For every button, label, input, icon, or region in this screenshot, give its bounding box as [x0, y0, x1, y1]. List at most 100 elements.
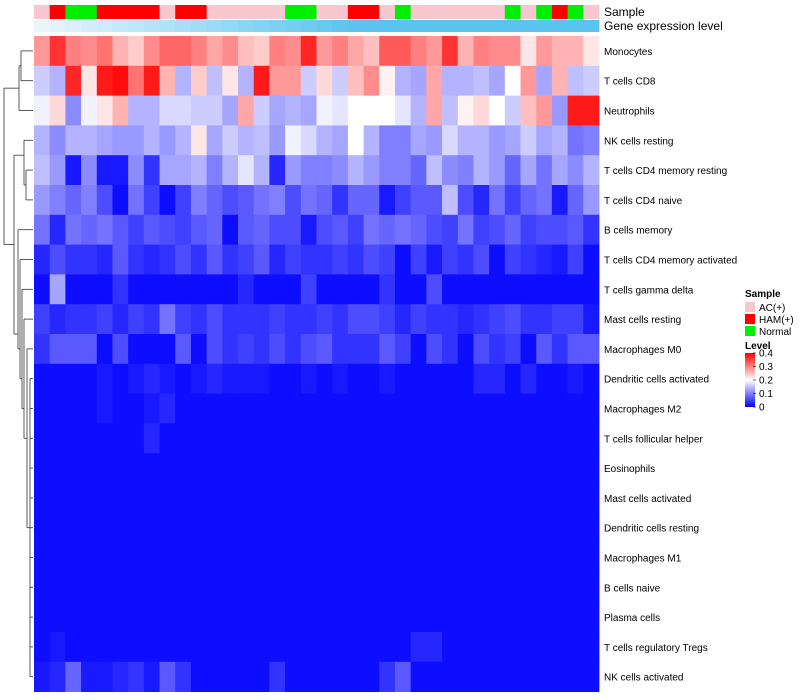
heatmap-cell: [112, 393, 129, 424]
heatmap-cell: [96, 483, 113, 514]
heatmap-cell: [489, 602, 506, 633]
heatmap-cell: [567, 602, 584, 633]
heatmap-cell: [489, 244, 506, 275]
gene-expression-annotation-cell: [34, 20, 51, 32]
heatmap-cell: [222, 393, 239, 424]
heatmap-cell: [520, 185, 537, 216]
heatmap-cell: [34, 632, 51, 663]
heatmap-cell: [536, 65, 553, 96]
heatmap-cell: [49, 304, 66, 335]
heatmap-cell: [567, 334, 584, 365]
heatmap-cell: [457, 36, 474, 67]
heatmap-cell: [489, 453, 506, 484]
heatmap-cell: [159, 602, 176, 633]
heatmap-cell: [473, 244, 490, 275]
heatmap-cell: [473, 274, 490, 305]
heatmap-cell: [34, 125, 51, 156]
heatmap-cell: [206, 36, 223, 67]
heatmap-cell: [128, 65, 145, 96]
heatmap-cell: [347, 423, 364, 454]
heatmap-cell: [504, 661, 521, 692]
heatmap-cell: [112, 572, 129, 603]
legend-level-tick-label: 0.2: [759, 376, 773, 387]
heatmap-cell: [379, 214, 396, 245]
heatmap-cell: [175, 274, 192, 305]
heatmap-cell: [34, 274, 51, 305]
heatmap-cell: [489, 125, 506, 156]
heatmap-cell: [347, 65, 364, 96]
gene-expression-annotation-cell: [489, 20, 506, 32]
heatmap-cell: [442, 423, 459, 454]
heatmap-cell: [426, 274, 443, 305]
heatmap-cell: [473, 483, 490, 514]
legend-label-ham: HAM(+): [759, 315, 794, 326]
heatmap-cell: [551, 393, 569, 424]
heatmap-cell: [190, 632, 208, 663]
heatmap-cell: [442, 483, 459, 514]
heatmap-cell: [520, 274, 537, 305]
heatmap-cell: [347, 155, 364, 186]
heatmap-cell: [190, 512, 208, 543]
heatmap-cell: [128, 304, 145, 335]
heatmap-cell: [269, 632, 286, 663]
heatmap-cell: [206, 274, 223, 305]
heatmap-cell: [426, 185, 443, 216]
heatmap-cell: [285, 244, 302, 275]
heatmap-cell: [81, 304, 98, 335]
heatmap-cell: [473, 512, 490, 543]
heatmap-cell: [583, 602, 600, 633]
heatmap-cell: [96, 214, 113, 245]
heatmap-cell: [316, 244, 333, 275]
heatmap-cell: [206, 214, 223, 245]
heatmap-cell: [49, 95, 66, 126]
heatmap-cell: [65, 393, 82, 424]
heatmap-cell: [238, 95, 255, 126]
heatmap-cell: [363, 155, 380, 186]
heatmap-cell: [175, 214, 192, 245]
heatmap-cell: [253, 632, 270, 663]
heatmap-cell: [567, 274, 584, 305]
heatmap-cell: [332, 36, 349, 67]
heatmap-cell: [222, 334, 239, 365]
heatmap-cell: [363, 512, 380, 543]
row-label-b-cells-naive: B cells naive: [604, 583, 661, 594]
heatmap-cell: [96, 423, 113, 454]
heatmap-cell: [442, 542, 459, 573]
gene-expression-annotation-cell: [238, 20, 255, 32]
heatmap-cell: [269, 512, 286, 543]
heatmap-cell: [394, 602, 412, 633]
heatmap-cell: [238, 244, 255, 275]
heatmap-cell: [128, 661, 145, 692]
sample-annotation-cell: [536, 5, 553, 19]
heatmap-cell: [285, 453, 302, 484]
heatmap-cell: [143, 155, 160, 186]
heatmap-cell: [316, 572, 333, 603]
heatmap-cell: [34, 65, 51, 96]
heatmap-cell: [269, 65, 286, 96]
heatmap-cell: [285, 214, 302, 245]
heatmap-cell: [222, 661, 239, 692]
row-label-b-cells-memory: B cells memory: [604, 226, 672, 237]
heatmap-cell: [426, 453, 443, 484]
heatmap-cell: [394, 512, 412, 543]
heatmap-cell: [363, 363, 380, 394]
heatmap-cell: [567, 572, 584, 603]
heatmap-cell: [347, 512, 364, 543]
heatmap-cell: [410, 125, 427, 156]
heatmap-cell: [410, 602, 427, 633]
heatmap-cell: [410, 453, 427, 484]
heatmap-cell: [143, 572, 160, 603]
heatmap-cell: [489, 155, 506, 186]
heatmap-cell: [551, 244, 569, 275]
heatmap-cell: [190, 363, 208, 394]
heatmap-cell: [222, 274, 239, 305]
sample-annotation-cell: [410, 5, 427, 19]
heatmap-cell: [363, 244, 380, 275]
heatmap-cell: [536, 602, 553, 633]
heatmap-cell: [457, 244, 474, 275]
heatmap-cell: [222, 423, 239, 454]
heatmap-cell: [536, 453, 553, 484]
heatmap-cell: [442, 661, 459, 692]
heatmap-cell: [520, 155, 537, 186]
row-label-t-cells-cd4-memory-activated: T cells CD4 memory activated: [604, 256, 737, 267]
